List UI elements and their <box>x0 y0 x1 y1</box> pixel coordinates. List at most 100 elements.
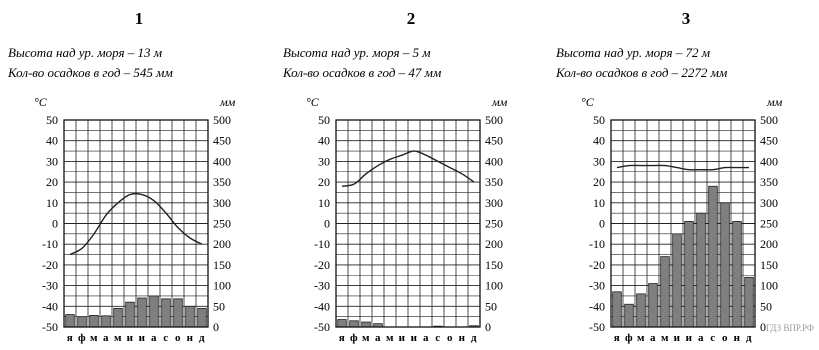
precipitation-tick-label: 450 <box>213 134 231 148</box>
precipitation-tick-label: 500 <box>760 113 778 127</box>
precipitation-tick-label: 100 <box>485 279 503 293</box>
precipitation-bar-4 <box>101 315 111 328</box>
month-label: я <box>614 332 620 344</box>
month-label: м <box>90 332 98 344</box>
month-label: м <box>362 332 370 344</box>
temperature-tick-label: 20 <box>318 175 330 189</box>
month-label: н <box>459 332 466 344</box>
precipitation-tick-label: 450 <box>485 134 503 148</box>
temperature-unit: °C <box>581 95 595 109</box>
month-label: я <box>67 332 73 344</box>
precipitation-unit: мм <box>491 95 508 109</box>
temperature-tick-label: 50 <box>46 113 58 127</box>
month-label: ф <box>625 332 633 344</box>
month-label: ф <box>78 332 86 344</box>
temperature-tick-label: -10 <box>589 237 605 251</box>
precipitation-bar-12 <box>197 307 207 328</box>
month-label: о <box>175 332 181 344</box>
month-label: д <box>199 332 205 344</box>
precipitation-bar-7 <box>684 221 694 328</box>
precipitation-unit: мм <box>766 95 783 109</box>
month-label: м <box>114 332 122 344</box>
precipitation-text: Кол-во осадков в год – 2272 мм <box>555 65 727 80</box>
month-label: д <box>471 332 477 344</box>
temperature-tick-label: -50 <box>589 320 605 334</box>
temperature-tick-label: -10 <box>42 237 58 251</box>
temperature-tick-label: 10 <box>46 196 58 210</box>
month-label: и <box>686 332 693 344</box>
temperature-tick-label: 0 <box>52 217 58 231</box>
chart-number: 1 <box>135 9 144 28</box>
month-label: о <box>722 332 728 344</box>
precipitation-tick-label: 400 <box>213 154 231 168</box>
month-label: с <box>710 332 715 344</box>
month-label: и <box>411 332 418 344</box>
month-label: и <box>139 332 146 344</box>
precipitation-tick-label: 0 <box>760 320 766 334</box>
month-label: м <box>637 332 645 344</box>
plot-frame <box>335 119 481 328</box>
chart-number: 3 <box>682 9 691 28</box>
precipitation-bar-1 <box>337 319 347 328</box>
precipitation-bar-9 <box>708 185 718 328</box>
precipitation-tick-label: 200 <box>760 237 778 251</box>
precipitation-bar-10 <box>173 298 183 328</box>
temperature-tick-label: -40 <box>314 299 330 313</box>
temperature-tick-label: -30 <box>42 279 58 293</box>
month-label: а <box>650 332 656 344</box>
precipitation-tick-label: 450 <box>760 134 778 148</box>
temperature-tick-label: 0 <box>324 217 330 231</box>
precipitation-bar-5 <box>660 256 670 328</box>
precipitation-tick-label: 200 <box>213 237 231 251</box>
precipitation-tick-label: 100 <box>213 279 231 293</box>
chart-3: 3 Высота над ур. моря – 72 м Кол-во осадко… <box>555 9 783 344</box>
altitude-text: Высота над ур. моря – 5 м <box>283 45 431 60</box>
temperature-tick-label: -20 <box>314 258 330 272</box>
precipitation-tick-label: 300 <box>485 196 503 210</box>
watermark-text: ГДЗ ВПР.РФ <box>766 323 814 333</box>
temperature-tick-label: -20 <box>589 258 605 272</box>
precipitation-text: Кол-во осадков в год – 545 мм <box>7 65 173 80</box>
temperature-tick-label: 40 <box>46 134 58 148</box>
temperature-line <box>69 192 203 256</box>
temperature-tick-label: -10 <box>314 237 330 251</box>
precipitation-bar-6 <box>125 301 135 328</box>
temperature-tick-label: 20 <box>593 175 605 189</box>
month-label: я <box>339 332 345 344</box>
precipitation-tick-label: 150 <box>213 258 231 272</box>
temperature-tick-label: 0 <box>599 217 605 231</box>
precipitation-tick-label: 400 <box>485 154 503 168</box>
plot-frame <box>63 119 209 328</box>
month-label: а <box>698 332 704 344</box>
altitude-text: Высота над ур. моря – 13 м <box>8 45 162 60</box>
precipitation-bar-3 <box>361 321 371 328</box>
precipitation-bar-6 <box>672 233 682 328</box>
precipitation-bar-11 <box>732 221 742 328</box>
month-label: н <box>187 332 194 344</box>
precipitation-tick-label: 350 <box>485 175 503 189</box>
precipitation-bar-3 <box>89 315 99 328</box>
precipitation-tick-label: 200 <box>485 237 503 251</box>
temperature-tick-label: -30 <box>589 279 605 293</box>
precipitation-bar-10 <box>720 202 730 328</box>
chart-1: 1 Высота над ур. моря – 13 м Кол-во осадко… <box>7 9 236 344</box>
temperature-tick-label: -30 <box>314 279 330 293</box>
month-label: а <box>423 332 429 344</box>
precipitation-bar-2 <box>624 303 634 328</box>
precipitation-bar-4 <box>648 283 658 328</box>
temperature-tick-label: -50 <box>42 320 58 334</box>
temperature-tick-label: 50 <box>593 113 605 127</box>
precipitation-bar-3 <box>636 293 646 328</box>
temperature-tick-label: 50 <box>318 113 330 127</box>
precipitation-text: Кол-во осадков в год – 47 мм <box>282 65 441 80</box>
precipitation-tick-label: 150 <box>485 258 503 272</box>
month-label: и <box>399 332 406 344</box>
chart-2: 2 Высота над ур. моря – 5 м Кол-во осадков… <box>282 9 508 344</box>
precipitation-tick-label: 50 <box>213 299 225 313</box>
precipitation-tick-label: 350 <box>760 175 778 189</box>
precipitation-bar-1 <box>65 314 75 328</box>
precipitation-tick-label: 50 <box>760 299 772 313</box>
precipitation-tick-label: 250 <box>485 217 503 231</box>
precipitation-tick-label: 150 <box>760 258 778 272</box>
